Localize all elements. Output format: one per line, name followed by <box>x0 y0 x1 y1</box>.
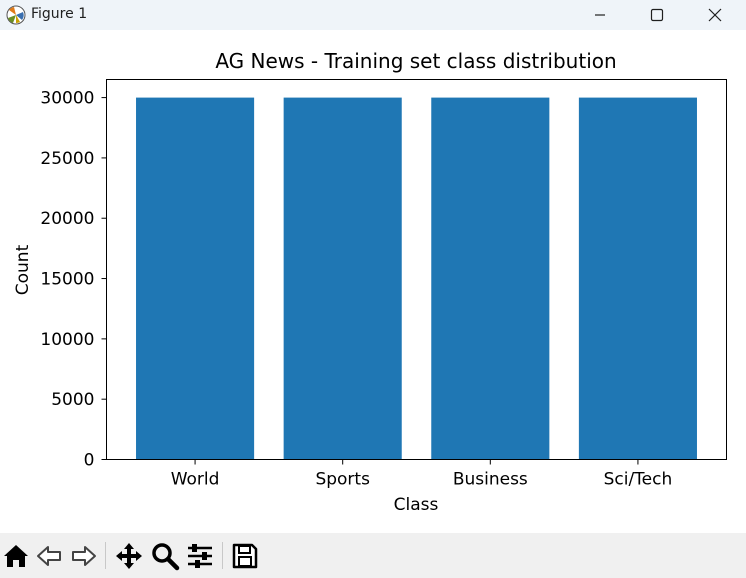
bar-world <box>136 97 255 460</box>
bar-chart: AG News - Training set class distributio… <box>13 49 727 515</box>
zoom-icon[interactable] <box>150 541 180 571</box>
minimize-icon <box>595 14 605 16</box>
toolbar-separator <box>222 542 223 569</box>
home-icon[interactable] <box>1 541 31 571</box>
x-axis-label: Class <box>394 495 439 515</box>
y-tick-label: 5000 <box>51 390 94 410</box>
y-tick-label: 0 <box>84 451 95 471</box>
y-tick-label: 10000 <box>40 330 94 350</box>
bar-business <box>431 97 550 460</box>
back-icon[interactable] <box>35 541 65 571</box>
matplotlib-app-icon <box>6 5 26 25</box>
y-tick-label: 20000 <box>40 209 94 229</box>
y-axis-label: Count <box>13 244 33 295</box>
window-titlebar: Figure 1 <box>0 0 746 30</box>
x-tick-label: World <box>171 470 220 490</box>
minimize-button[interactable] <box>571 0 629 30</box>
x-tick-label: Business <box>453 470 528 490</box>
forward-icon[interactable] <box>68 541 98 571</box>
bar-sci-tech <box>578 97 697 460</box>
navigation-toolbar <box>0 533 746 578</box>
figure-canvas[interactable]: AG News - Training set class distributio… <box>0 30 746 533</box>
plot-frame <box>106 79 727 460</box>
pan-icon[interactable] <box>114 541 144 571</box>
y-tick-label: 25000 <box>40 149 94 169</box>
save-icon[interactable] <box>230 541 260 571</box>
close-icon <box>708 8 722 22</box>
close-button[interactable] <box>686 0 744 30</box>
x-tick-label: Sci/Tech <box>604 470 673 490</box>
x-tick-label: Sports <box>315 470 370 490</box>
toolbar-separator <box>105 542 106 569</box>
window-title: Figure 1 <box>31 6 88 22</box>
maximize-icon <box>650 8 664 22</box>
bar-sports <box>283 97 402 460</box>
y-tick-label: 30000 <box>40 89 94 109</box>
y-tick-label: 15000 <box>40 270 94 290</box>
chart-title: AG News - Training set class distributio… <box>215 49 616 73</box>
configure-subplots-icon[interactable] <box>185 541 215 571</box>
maximize-button[interactable] <box>628 0 686 30</box>
